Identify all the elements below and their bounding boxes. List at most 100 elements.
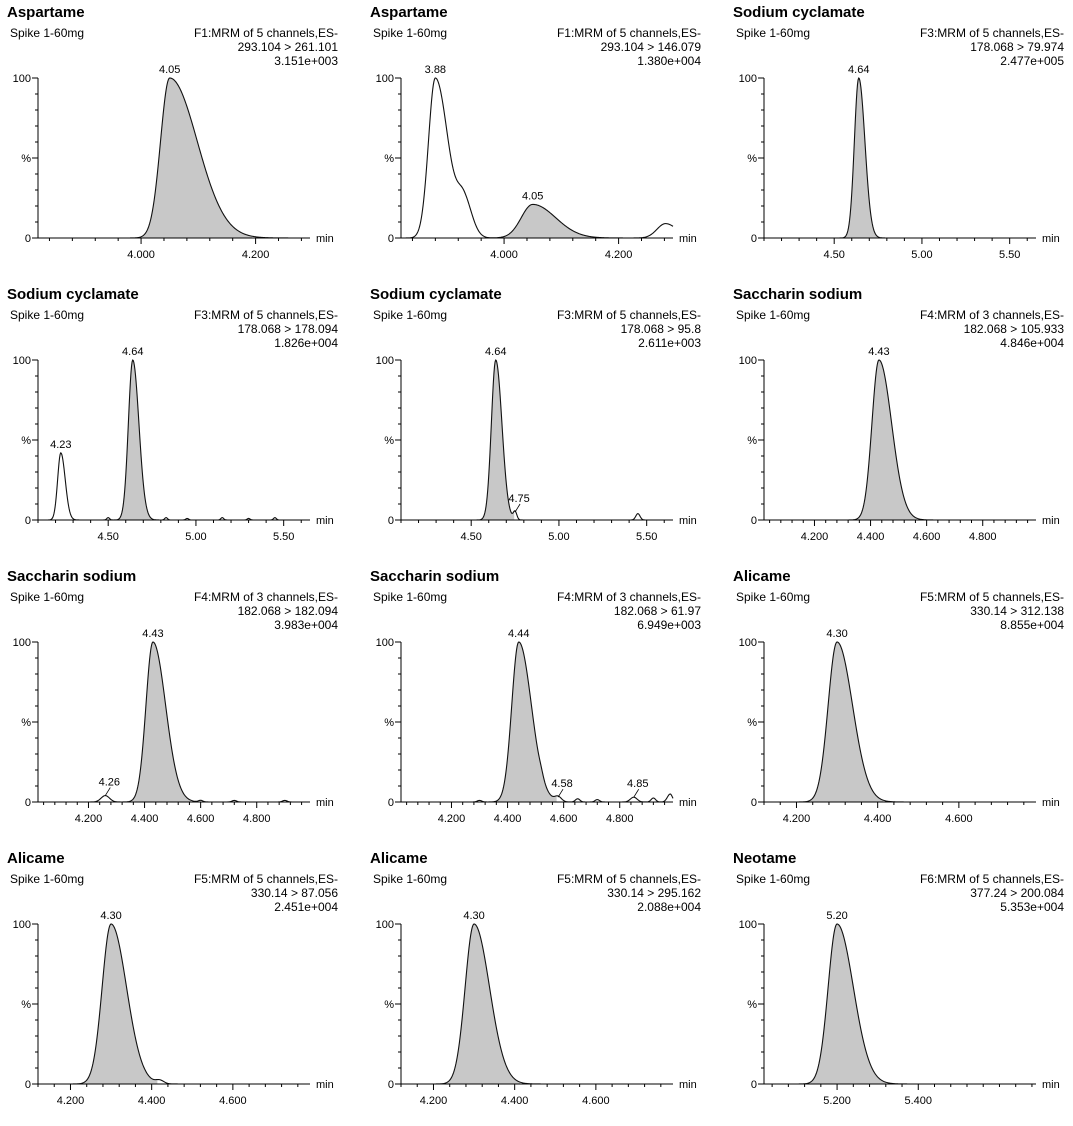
panel-title: Sodium cyclamate bbox=[7, 286, 139, 303]
y-tick-label: % bbox=[747, 153, 757, 165]
mrm-transition: 330.14 > 295.162 bbox=[607, 886, 701, 900]
peak-label: 4.30 bbox=[100, 910, 121, 922]
integrated-peak-area bbox=[810, 642, 884, 802]
y-tick-label: 100 bbox=[739, 637, 757, 649]
chromatogram-plot: 100% 0 4.000 4.200 min 4.05 bbox=[13, 64, 334, 261]
x-tick-label: 4.800 bbox=[969, 531, 997, 543]
integrated-peak-area bbox=[810, 924, 886, 1084]
peak-label: 4.23 bbox=[50, 439, 71, 451]
x-axis-unit: min bbox=[316, 797, 334, 809]
x-tick-label: 4.400 bbox=[138, 1095, 166, 1107]
chromatogram-panel: 100% 0 4.200 4.400 4.600 min 4.30 Alicame Spike … bbox=[726, 564, 1073, 844]
x-tick-label: 5.00 bbox=[548, 531, 569, 543]
sample-name: Spike 1-60mg bbox=[736, 308, 811, 322]
x-tick-label: 5.200 bbox=[823, 1095, 851, 1107]
panel-title: Alicame bbox=[370, 850, 428, 867]
x-tick-label: 5.50 bbox=[999, 249, 1020, 261]
function-label: F5:MRM of 5 channels,ES- bbox=[193, 872, 338, 886]
x-tick-label: 5.50 bbox=[273, 531, 294, 543]
chromatogram-panel: 100% 0 4.200 4.400 4.600 min 4.30 Alicame Spike … bbox=[363, 846, 723, 1126]
integrated-peak-area bbox=[845, 78, 878, 238]
chromatogram-panel: 100% 0 4.000 4.200 min 3.88 4.05 Aspartame Spike… bbox=[363, 0, 723, 280]
y-tick-label: % bbox=[21, 435, 31, 447]
function-label: F5:MRM of 5 channels,ES- bbox=[556, 872, 701, 886]
chromatogram-plot: 100% 0 4.200 4.400 4.600 4.800 min 4.26 4.43 bbox=[13, 628, 334, 825]
x-tick-label: 4.400 bbox=[131, 813, 159, 825]
peak-label-leader bbox=[633, 788, 640, 798]
y-tick-label: % bbox=[384, 999, 394, 1011]
integrated-peak-area bbox=[498, 204, 602, 238]
chromatogram-panel: 100% 0 4.000 4.200 min 4.05 Aspartame Spike 1-6… bbox=[0, 0, 360, 280]
chromatogram-trace bbox=[401, 923, 673, 1085]
x-tick-label: 4.600 bbox=[582, 1095, 610, 1107]
peak-label: 4.85 bbox=[627, 778, 648, 790]
sample-name: Spike 1-60mg bbox=[736, 26, 811, 40]
x-axis-unit: min bbox=[1042, 1079, 1060, 1091]
y-tick-label: 0 bbox=[751, 1079, 757, 1091]
channel-info: F4:MRM of 3 channels,ES- 182.068 > 105.93… bbox=[920, 308, 1064, 350]
sample-name: Spike 1-60mg bbox=[10, 308, 85, 322]
x-tick-label: 4.600 bbox=[550, 813, 578, 825]
y-tick-label: % bbox=[21, 999, 31, 1011]
y-tick-label: 0 bbox=[25, 1079, 31, 1091]
chromatogram-plot: 100% 0 4.50 5.00 5.50 min 4.64 4.75 bbox=[376, 346, 697, 543]
function-label: F1:MRM of 5 channels,ES- bbox=[193, 26, 338, 40]
y-tick-label: 100 bbox=[376, 919, 394, 931]
sample-name: Spike 1-60mg bbox=[373, 590, 448, 604]
y-tick-label: 0 bbox=[25, 233, 31, 245]
x-axis-unit: min bbox=[1042, 515, 1060, 527]
mrm-transition: 178.068 > 95.8 bbox=[620, 322, 701, 336]
sample-name: Spike 1-60mg bbox=[373, 26, 448, 40]
x-axis-unit: min bbox=[316, 1079, 334, 1091]
intensity-value: 1.380e+004 bbox=[637, 54, 701, 68]
panel-title: Saccharin sodium bbox=[370, 568, 500, 585]
y-tick-label: % bbox=[21, 153, 31, 165]
mrm-transition: 178.068 > 178.094 bbox=[237, 322, 338, 336]
y-tick-label: % bbox=[384, 435, 394, 447]
y-tick-label: % bbox=[384, 717, 394, 729]
chromatogram-panel: 100% 0 5.200 5.400 min 5.20 Neotame Spike 1-60m… bbox=[726, 846, 1073, 1126]
y-tick-label: 0 bbox=[25, 797, 31, 809]
peak-label: 4.75 bbox=[508, 493, 529, 505]
x-tick-label: 4.50 bbox=[823, 249, 844, 261]
y-tick-label: 100 bbox=[13, 919, 31, 931]
chromatogram-panel: 100% 0 4.200 4.400 4.600 4.800 min 4.44 4.58 4.85… bbox=[363, 564, 723, 844]
x-axis-unit: min bbox=[679, 233, 697, 245]
panel-title: Alicame bbox=[7, 850, 65, 867]
channel-info: F4:MRM of 3 channels,ES- 182.068 > 61.97 6… bbox=[557, 590, 701, 632]
x-axis-unit: min bbox=[1042, 797, 1060, 809]
x-tick-label: 5.400 bbox=[905, 1095, 933, 1107]
y-tick-label: 0 bbox=[751, 515, 757, 527]
y-tick-label: 0 bbox=[388, 233, 394, 245]
chromatogram-panel: 100% 0 4.50 5.00 5.50 min 4.23 4.64 Sodium cycla… bbox=[0, 282, 360, 562]
intensity-value: 2.088e+004 bbox=[637, 900, 701, 914]
y-tick-label: 100 bbox=[376, 637, 394, 649]
intensity-value: 5.353e+004 bbox=[1000, 900, 1064, 914]
x-tick-label: 4.50 bbox=[97, 531, 118, 543]
integrated-peak-area bbox=[447, 924, 521, 1084]
peak-label: 4.44 bbox=[508, 628, 529, 640]
peak-label: 4.05 bbox=[159, 64, 180, 76]
x-axis-unit: min bbox=[316, 515, 334, 527]
panel-title: Saccharin sodium bbox=[7, 568, 137, 585]
x-axis-unit: min bbox=[679, 797, 697, 809]
intensity-value: 2.611e+003 bbox=[638, 336, 701, 350]
intensity-value: 8.855e+004 bbox=[1000, 618, 1064, 632]
chromatogram-trace bbox=[38, 923, 310, 1085]
integrated-peak-area bbox=[142, 78, 253, 238]
x-tick-label: 4.200 bbox=[57, 1095, 85, 1107]
channel-info: F5:MRM of 5 channels,ES- 330.14 > 295.162… bbox=[557, 872, 701, 914]
sample-name: Spike 1-60mg bbox=[10, 872, 85, 886]
intensity-value: 2.477e+005 bbox=[1000, 54, 1064, 68]
x-tick-label: 4.600 bbox=[187, 813, 215, 825]
chromatogram-plot: 100% 0 4.50 5.00 5.50 min 4.23 4.64 bbox=[13, 346, 334, 543]
channel-info: F3:MRM of 5 channels,ES- 178.068 > 79.974… bbox=[920, 26, 1064, 68]
chromatogram-trace bbox=[764, 77, 1036, 239]
x-tick-label: 5.50 bbox=[636, 531, 657, 543]
sample-name: Spike 1-60mg bbox=[373, 308, 448, 322]
chromatogram-panel: 100% 0 4.200 4.400 4.600 4.800 min 4.43 Sacchari… bbox=[726, 282, 1073, 562]
y-tick-label: % bbox=[21, 717, 31, 729]
intensity-value: 3.151e+003 bbox=[274, 54, 338, 68]
integrated-peak-area bbox=[84, 924, 158, 1084]
integrated-peak-area bbox=[131, 642, 191, 802]
